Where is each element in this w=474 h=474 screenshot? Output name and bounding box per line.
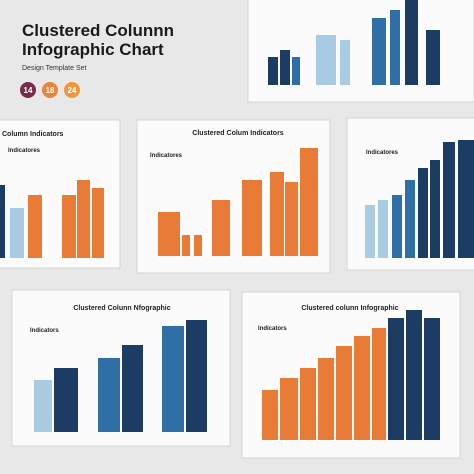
card-title: Clustered Colum Indicators [192,130,284,137]
bar [458,140,474,258]
bar [280,378,298,440]
badge-label: 18 [46,86,55,95]
card-title: Clustered colunn Infographic [301,305,398,312]
bar [28,195,42,258]
card-bottom-left: Clustered Colunn Nfographic Indicators [11,289,231,447]
badge [42,82,58,98]
bar [300,148,318,256]
bar [92,188,104,258]
bar [158,212,180,256]
bar [392,195,402,258]
bar [430,160,440,258]
bar [10,208,24,258]
bar [365,205,375,258]
card-subtitle: Indicatores [150,153,183,159]
bar [292,57,300,85]
title-line: Infographic Chart [22,40,164,59]
bar [424,318,440,440]
badge-label: 24 [68,86,77,95]
badges: 14 18 24 [20,82,80,98]
card-title: Clustered Colunn Nfographic [73,305,170,312]
card-mid-right: Indicatores [346,117,474,271]
bar [268,57,278,85]
bar [390,10,400,85]
card-title: Indicatores [366,150,399,156]
bar [285,182,298,256]
card-top-right [247,0,474,103]
card-mid-left: Column Indicators Indicatores [0,119,121,269]
bar [34,380,52,432]
bar [426,30,440,85]
bar [182,235,190,256]
bar [122,345,143,432]
bar [318,358,334,440]
card-title: Column Indicators [2,131,64,138]
bar [98,358,120,432]
bar [388,318,404,440]
subtitle: Design Template Set [22,65,87,72]
title-line: Clustered Colunnn [22,21,174,40]
bar [316,35,336,85]
bar [378,200,388,258]
bar [270,172,284,256]
card-subtitle: Indicatores [8,148,41,154]
bar [406,310,422,440]
card-subtitle: Indicators [258,326,287,332]
bar [340,40,350,85]
badge-label: 14 [24,86,33,95]
bar [162,326,184,432]
bar [372,18,386,85]
badge [64,82,80,98]
bar [54,368,78,432]
bar [280,50,290,85]
bar [372,328,386,440]
bar [354,336,370,440]
bar [62,195,76,258]
bar [262,390,278,440]
bar [300,368,316,440]
bar [77,180,90,258]
bar [186,320,207,432]
bar [336,346,352,440]
bar [0,185,5,258]
bar [443,142,455,258]
card-subtitle: Indicators [30,328,59,334]
bar [194,235,202,256]
card-mid: Clustered Colum Indicators Indicatores [136,119,331,274]
bar [418,168,428,258]
badge [20,82,36,98]
bar [405,180,415,258]
card-bottom-right: Clustered colunn Infographic Indicators [241,291,461,459]
bar [242,180,262,256]
bar [405,0,418,85]
bar [212,200,230,256]
